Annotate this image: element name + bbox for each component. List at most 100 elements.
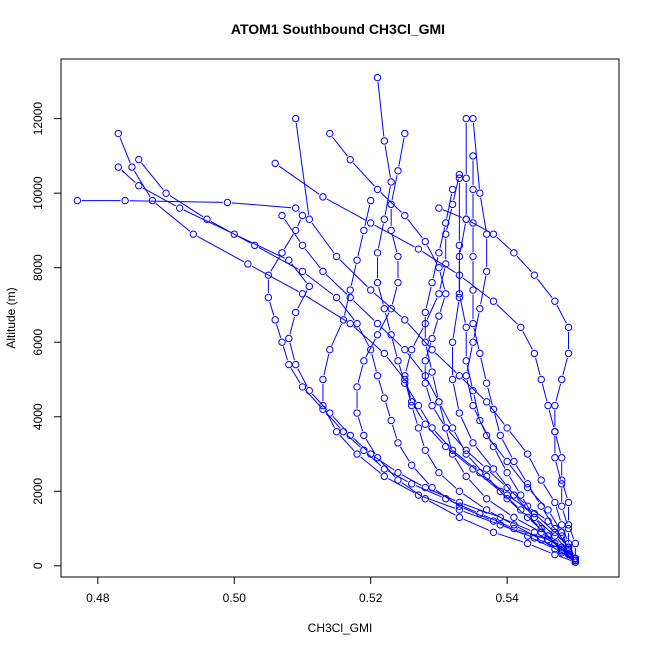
data-point — [557, 476, 566, 484]
series-segment — [441, 475, 457, 489]
series-segment — [448, 449, 470, 467]
series-segment — [413, 327, 424, 346]
series-segment — [133, 170, 151, 198]
series-segment — [427, 427, 444, 444]
series-segment — [468, 457, 484, 474]
data-point — [339, 316, 348, 324]
series-segment — [326, 198, 367, 222]
data-point — [482, 379, 491, 387]
series-segment — [374, 224, 415, 248]
data-point — [298, 267, 307, 276]
series-segment — [434, 430, 450, 448]
data-point — [448, 424, 457, 432]
series-segment — [414, 468, 430, 485]
data-point — [387, 226, 395, 235]
series-segment — [119, 137, 131, 164]
data-point — [544, 506, 552, 514]
data-point — [557, 502, 566, 510]
series-segment — [549, 513, 560, 529]
series-segment — [331, 323, 342, 346]
series-segment — [401, 482, 422, 497]
data-point — [114, 163, 123, 171]
series-segment — [377, 82, 385, 137]
series-segment — [555, 435, 562, 454]
data-point — [346, 293, 354, 302]
data-point — [271, 159, 279, 168]
series-segment — [535, 357, 541, 376]
data-point — [414, 245, 423, 253]
data-point — [564, 498, 573, 507]
data-point — [291, 204, 300, 212]
data-point — [557, 480, 566, 488]
series-segment — [297, 219, 302, 227]
series-segment — [452, 383, 459, 409]
series-8 — [271, 159, 580, 564]
series-segment — [516, 255, 532, 273]
series-segment — [510, 497, 531, 512]
series-segment — [509, 464, 526, 485]
series-segment — [452, 301, 460, 338]
series-segment — [297, 368, 308, 387]
series-segment — [565, 551, 572, 557]
data-point — [496, 521, 505, 529]
series-segment — [350, 264, 357, 286]
data-point — [414, 424, 423, 432]
data-point — [394, 278, 402, 287]
data-point — [530, 513, 539, 522]
data-point — [530, 534, 539, 542]
series-segment — [439, 406, 446, 424]
data-point — [366, 286, 375, 294]
data-point — [373, 185, 382, 194]
data-point — [496, 431, 505, 440]
y-tick-label: 4000 — [31, 403, 45, 430]
data-point — [421, 237, 429, 246]
data-point — [510, 491, 518, 499]
data-point — [442, 260, 450, 268]
data-point — [414, 491, 423, 499]
series-segment — [231, 202, 292, 209]
data-point — [496, 487, 505, 495]
data-point — [571, 554, 580, 563]
data-point — [469, 286, 477, 294]
series-segment — [510, 490, 525, 504]
data-point — [346, 155, 354, 164]
data-point — [421, 420, 429, 428]
series-12 — [435, 204, 580, 564]
series-segment — [530, 520, 546, 534]
data-point — [401, 211, 409, 220]
series-segment — [469, 220, 490, 233]
data-point — [482, 398, 491, 406]
series-segment — [289, 316, 296, 335]
series-segment — [311, 222, 335, 254]
series-segment — [391, 234, 398, 253]
series-segment — [425, 286, 432, 309]
series-segment — [463, 510, 497, 524]
series-segment — [565, 553, 572, 559]
series-segment — [569, 528, 575, 540]
data-point — [291, 360, 300, 369]
data-point — [278, 249, 286, 257]
series-segment — [537, 516, 552, 530]
data-point — [366, 450, 375, 458]
data-point — [476, 416, 484, 425]
series-segment — [490, 511, 511, 524]
series-segment — [550, 524, 560, 534]
data-point — [251, 241, 259, 250]
data-point — [332, 293, 341, 302]
data-point — [469, 152, 477, 160]
data-point — [373, 278, 382, 287]
series-segment — [541, 383, 548, 402]
data-point — [442, 219, 450, 227]
data-point — [551, 401, 559, 410]
data-point — [469, 219, 477, 227]
data-point — [523, 450, 532, 458]
data-point — [564, 521, 573, 529]
series-segment — [529, 487, 540, 503]
series-segment — [121, 169, 136, 184]
series-segment — [537, 520, 552, 534]
series-segment — [353, 326, 382, 351]
data-point — [455, 498, 464, 507]
series-segment — [504, 525, 531, 537]
series-segment — [391, 286, 398, 305]
data-point — [537, 476, 545, 484]
